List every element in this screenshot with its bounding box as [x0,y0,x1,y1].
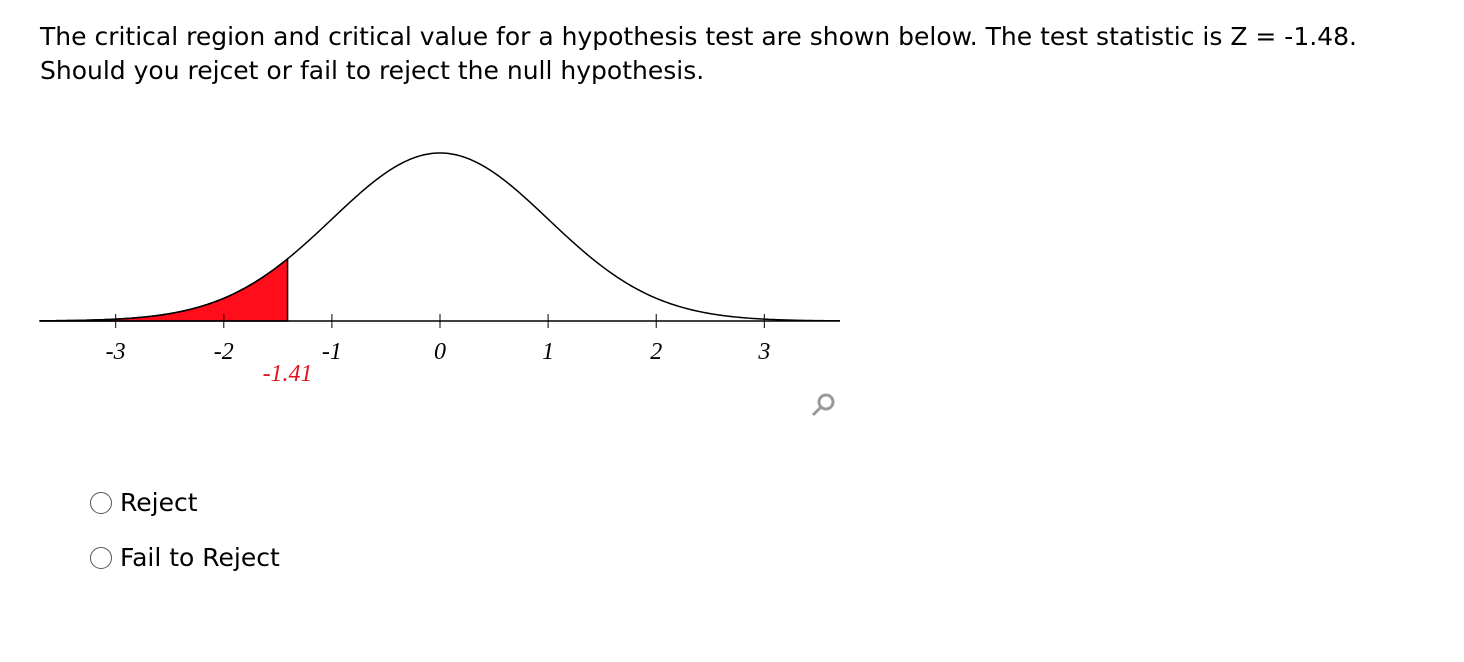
question-line: Should you rejcet or fail to reject the … [40,56,705,85]
x-tick-label: -1 [322,339,342,365]
x-tick-label: -3 [106,339,126,365]
x-tick-label: 2 [650,339,662,365]
x-tick-label: 3 [757,339,770,365]
critical-value-label: -1.41 [263,361,313,387]
x-tick-label: 0 [434,339,446,365]
question-line: The critical region and critical value f… [40,22,1357,51]
critical-region [39,257,289,322]
x-tick-label: 1 [542,339,554,365]
option[interactable]: Reject [90,488,198,517]
option[interactable]: Fail to Reject [90,543,280,572]
option-label: Fail to Reject [120,543,280,572]
zoom-icon[interactable] [811,393,835,417]
radio-button[interactable] [90,491,112,514]
density-curve [39,152,841,322]
chart: -3 -2 -1 0 1 2 3 -1.41 [39,152,841,417]
radio-button[interactable] [90,546,112,569]
x-tick-label: -2 [214,339,234,365]
option-label: Reject [120,488,198,517]
